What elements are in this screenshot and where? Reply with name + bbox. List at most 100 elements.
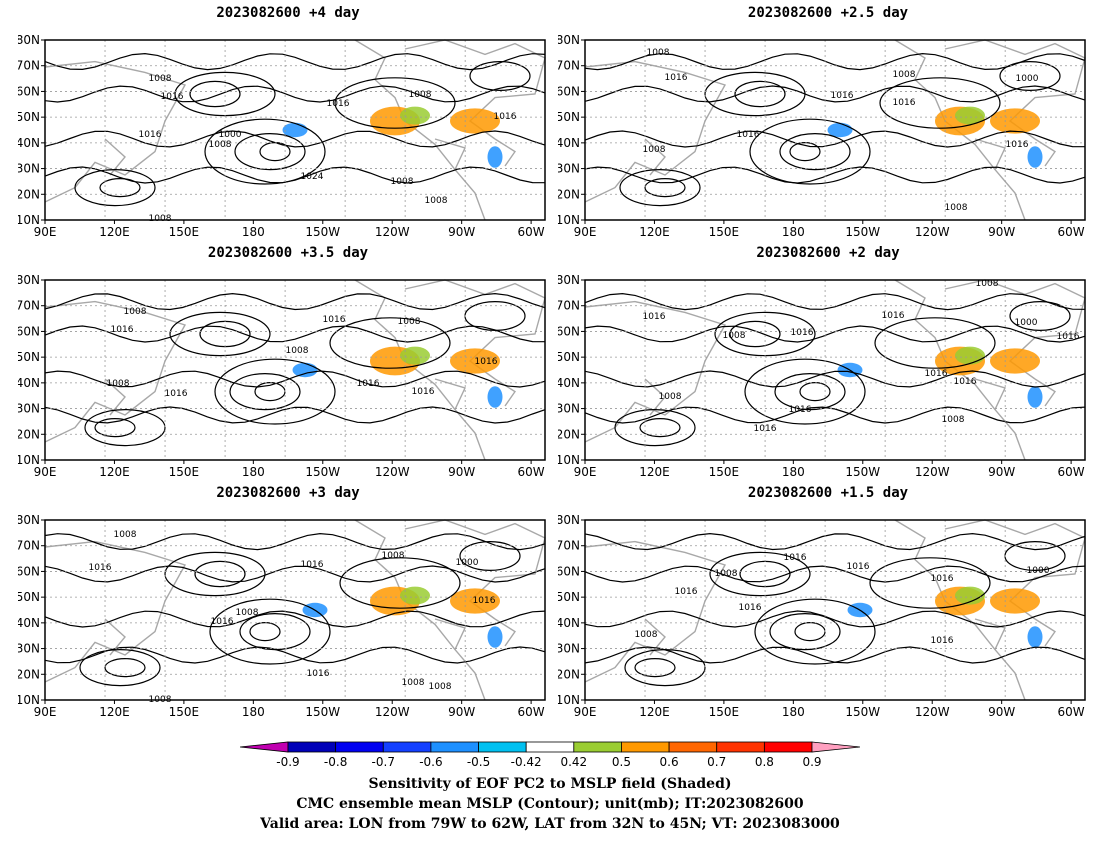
contour-label: 1016 — [494, 112, 517, 122]
y-tick-label: 70N — [558, 539, 580, 553]
contour-label: 1016 — [739, 603, 762, 613]
x-tick-label: 180 — [242, 225, 265, 239]
sensitivity-shade — [400, 106, 430, 125]
mslp-contour — [584, 532, 1086, 551]
y-tick-label: 80N — [18, 273, 40, 287]
x-tick-label: 120E — [99, 705, 130, 719]
y-tick-label: 40N — [558, 616, 580, 630]
contour-label: 1016 — [954, 377, 977, 387]
x-tick-label: 60W — [518, 225, 545, 239]
contour-label: 1016 — [925, 369, 948, 379]
map-frame — [44, 519, 546, 701]
coastline — [44, 300, 187, 443]
x-tick-label: 150E — [709, 465, 740, 479]
contour-label: 1016 — [847, 562, 870, 572]
panel-title: 2023082600 +1.5 day — [747, 485, 909, 501]
colorbar-label: -0.5 — [467, 755, 490, 769]
contour-label: 1008 — [391, 177, 414, 187]
x-tick-label: 90W — [448, 705, 475, 719]
contour-label: 1008 — [236, 608, 259, 618]
x-tick-label: 90E — [34, 225, 57, 239]
y-tick-label: 80N — [558, 273, 580, 287]
mslp-contour — [329, 317, 451, 369]
contour-label: 1016 — [1057, 332, 1080, 342]
colorbar-label: 0.7 — [707, 755, 726, 769]
coastline — [44, 540, 187, 683]
map-svg: 1008 1016 1008 1000 1016 1016 1016 1008 1016 1008… — [558, 33, 1086, 239]
coastline — [434, 138, 466, 170]
contour-label: 1008 — [942, 415, 965, 425]
mslp-contour — [44, 406, 546, 424]
mslp-contour — [189, 80, 241, 108]
contour-label: 1008 — [398, 317, 421, 327]
contour-label: 1008 — [409, 90, 432, 100]
contour-label: 1016 — [357, 379, 380, 389]
contour-label: 1008 — [114, 530, 137, 540]
panel-3: 2023082600 +3.5 day 1008 1016 1016 1008 1008… — [18, 245, 558, 485]
sensitivity-shade — [400, 586, 430, 605]
contour-label: 1016 — [111, 325, 134, 335]
contour-label: 1008 — [124, 307, 147, 317]
coastline — [584, 540, 727, 683]
contour-label: 1008 — [149, 695, 172, 705]
y-tick-label: 20N — [18, 427, 40, 441]
mslp-contour — [874, 317, 996, 369]
mslp-contour — [84, 409, 166, 447]
mslp-contour — [229, 372, 301, 411]
mslp-contour — [469, 60, 531, 91]
contour-label: 1008 — [209, 140, 232, 150]
y-tick-label: 40N — [18, 376, 40, 390]
y-tick-label: 30N — [18, 162, 40, 176]
colorbar-box — [668, 741, 718, 753]
contour-label: 1016 — [789, 405, 812, 415]
y-tick-label: 70N — [558, 59, 580, 73]
contour-label: 1000 — [456, 558, 479, 568]
mslp-contour — [584, 565, 1086, 583]
sensitivity-shade — [450, 588, 500, 614]
panel-title: 2023082600 +3 day — [216, 485, 360, 501]
map-plot: 1016 1016 1008 1016 1000 1016 1016 1008 1016 90E 1… — [558, 507, 1098, 725]
mslp-contour — [794, 621, 826, 642]
y-tick-label: 30N — [558, 402, 580, 416]
x-tick-label: 150W — [305, 465, 340, 479]
colorbar-label: -0.9 — [276, 755, 299, 769]
mslp-contour — [744, 358, 866, 425]
y-tick-label: 10N — [18, 213, 40, 227]
footer-line-3: Valid area: LON from 79W to 62W, LAT fro… — [260, 816, 840, 832]
x-tick-label: 120W — [915, 465, 950, 479]
colorbar-svg: -0.9 -0.8 -0.7 -0.6 -0.5 -0.42 0.42 0.5 0.6 0.7 0.… — [239, 741, 861, 769]
mslp-contour — [44, 610, 546, 628]
sensitivity-shade — [955, 106, 985, 125]
mslp-contour — [44, 85, 546, 103]
mslp-contour — [584, 130, 1086, 148]
panel-2: 2023082600 +2.5 day 1008 1016 1008 1000 1016… — [558, 5, 1098, 245]
footer-line-2: CMC ensemble mean MSLP (Contour); unit(m… — [296, 796, 804, 812]
contour-label: 1016 — [882, 311, 905, 321]
coastline — [434, 378, 466, 410]
colorbar-label: -0.6 — [419, 755, 442, 769]
mslp-contour — [709, 551, 811, 597]
y-tick-label: 60N — [18, 324, 40, 338]
x-tick-label: 120W — [375, 705, 410, 719]
coastline — [434, 618, 466, 650]
contour-label: 1008 — [635, 630, 658, 640]
mslp-contour — [44, 646, 546, 664]
x-tick-label: 150W — [845, 465, 880, 479]
coastline — [584, 300, 727, 443]
coastline — [974, 378, 1006, 410]
mslp-contour — [584, 292, 1086, 311]
y-tick-label: 50N — [18, 110, 40, 124]
x-tick-label: 120W — [375, 225, 410, 239]
x-tick-label: 150W — [845, 225, 880, 239]
contour-label: 1016 — [139, 130, 162, 140]
mslp-contour — [209, 598, 331, 665]
colorbar-box — [763, 741, 813, 753]
contour-label: 1016 — [211, 617, 234, 627]
colorbar: -0.9 -0.8 -0.7 -0.6 -0.5 -0.42 0.42 0.5 0.6 0.7 0.… — [239, 740, 861, 770]
contour-label: 1000 — [1015, 318, 1038, 328]
y-tick-label: 30N — [18, 642, 40, 656]
contour-label: 1008 — [945, 203, 968, 213]
map-plot: 1008 1016 1016 1000 1008 1016 1016 1016 1016 1008… — [558, 267, 1098, 485]
